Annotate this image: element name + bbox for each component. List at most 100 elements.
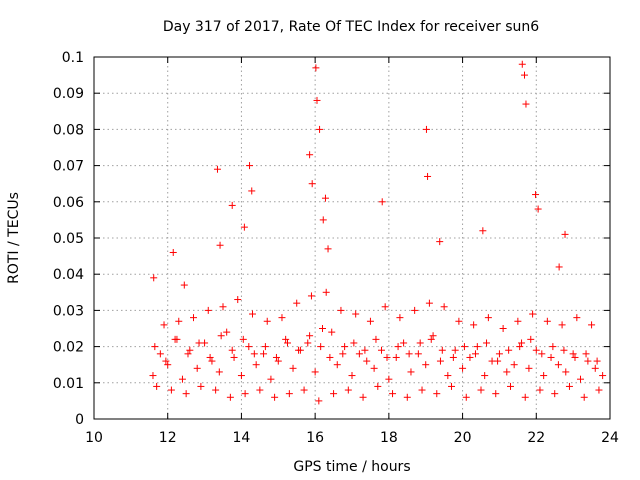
- data-point: [250, 350, 258, 358]
- data-point: [591, 364, 599, 372]
- data-point: [538, 350, 546, 358]
- x-tick-label: 14: [233, 430, 251, 446]
- data-point: [295, 346, 303, 354]
- data-point: [311, 368, 319, 376]
- data-point: [219, 303, 227, 311]
- data-point: [444, 372, 452, 380]
- data-point: [164, 361, 172, 369]
- data-point: [193, 364, 201, 372]
- x-tick-label: 22: [527, 430, 545, 446]
- data-point: [149, 372, 157, 380]
- data-point: [282, 335, 290, 343]
- data-point: [593, 357, 601, 365]
- data-point: [175, 317, 183, 325]
- data-point: [425, 299, 433, 307]
- data-point: [518, 60, 526, 68]
- data-point: [240, 223, 248, 231]
- data-point: [471, 350, 479, 358]
- data-point: [319, 325, 327, 332]
- data-point: [536, 386, 544, 394]
- data-point: [483, 339, 491, 347]
- data-point: [429, 332, 437, 340]
- x-tick-label: 16: [306, 430, 324, 446]
- data-point: [352, 310, 360, 318]
- data-point: [312, 64, 320, 72]
- data-point: [350, 339, 358, 347]
- data-point: [455, 317, 463, 325]
- data-point: [228, 346, 236, 354]
- data-point: [385, 375, 393, 383]
- data-point: [558, 321, 566, 329]
- data-point: [337, 306, 345, 314]
- data-point: [333, 361, 341, 369]
- data-point: [208, 357, 216, 365]
- y-tick-label: 0.07: [53, 159, 84, 175]
- data-point: [315, 397, 323, 405]
- data-point: [554, 361, 562, 369]
- data-point: [150, 274, 158, 282]
- data-point: [516, 343, 524, 351]
- data-point: [520, 71, 528, 79]
- data-point: [418, 386, 426, 394]
- data-point: [321, 194, 329, 202]
- data-point: [529, 310, 537, 318]
- data-point: [186, 346, 194, 354]
- data-point: [278, 314, 286, 322]
- data-point: [532, 191, 540, 199]
- x-tick-label: 20: [454, 430, 472, 446]
- chart-title: Day 317 of 2017, Rate Of TEC Index for r…: [163, 19, 539, 35]
- data-point: [499, 325, 507, 332]
- data-point: [284, 339, 291, 347]
- data-point: [522, 100, 530, 108]
- data-point: [396, 314, 404, 322]
- y-tick-label: 0.02: [53, 340, 84, 356]
- data-point: [599, 372, 607, 380]
- data-point: [518, 339, 526, 347]
- data-point: [306, 151, 314, 159]
- data-point: [407, 368, 415, 376]
- data-point: [565, 382, 573, 390]
- data-point: [313, 96, 321, 104]
- data-point: [495, 350, 503, 358]
- y-tick-label: 0.06: [53, 195, 84, 211]
- data-point: [573, 314, 581, 322]
- data-point: [440, 303, 448, 311]
- data-point: [405, 350, 413, 358]
- data-point: [195, 339, 203, 347]
- data-point: [551, 390, 559, 398]
- data-point: [416, 339, 424, 347]
- data-point: [162, 357, 170, 365]
- data-point: [561, 230, 569, 238]
- y-tick-label: 0.03: [53, 303, 84, 319]
- data-point: [580, 393, 588, 401]
- data-point: [400, 339, 408, 347]
- data-point: [588, 321, 596, 329]
- data-point: [223, 328, 231, 336]
- data-point: [256, 386, 264, 394]
- grid-layer: [94, 57, 610, 419]
- data-point: [378, 198, 386, 206]
- data-point: [178, 375, 186, 383]
- data-point: [234, 296, 242, 304]
- data-point: [477, 386, 485, 394]
- data-point: [173, 335, 181, 343]
- data-point: [248, 187, 256, 195]
- data-point: [459, 364, 467, 372]
- data-point: [274, 357, 282, 365]
- data-point: [260, 350, 268, 358]
- data-point: [226, 393, 234, 401]
- data-point: [451, 346, 459, 354]
- data-point: [217, 332, 225, 340]
- data-point: [285, 390, 293, 398]
- data-point: [252, 361, 260, 369]
- x-tick-label: 10: [85, 430, 103, 446]
- data-point: [473, 343, 481, 351]
- data-point: [306, 332, 314, 340]
- data-point: [595, 386, 603, 394]
- data-point: [237, 372, 245, 380]
- data-point: [506, 382, 514, 390]
- data-point: [153, 382, 161, 390]
- data-point: [363, 357, 371, 365]
- data-point: [484, 314, 492, 322]
- data-point: [514, 317, 522, 325]
